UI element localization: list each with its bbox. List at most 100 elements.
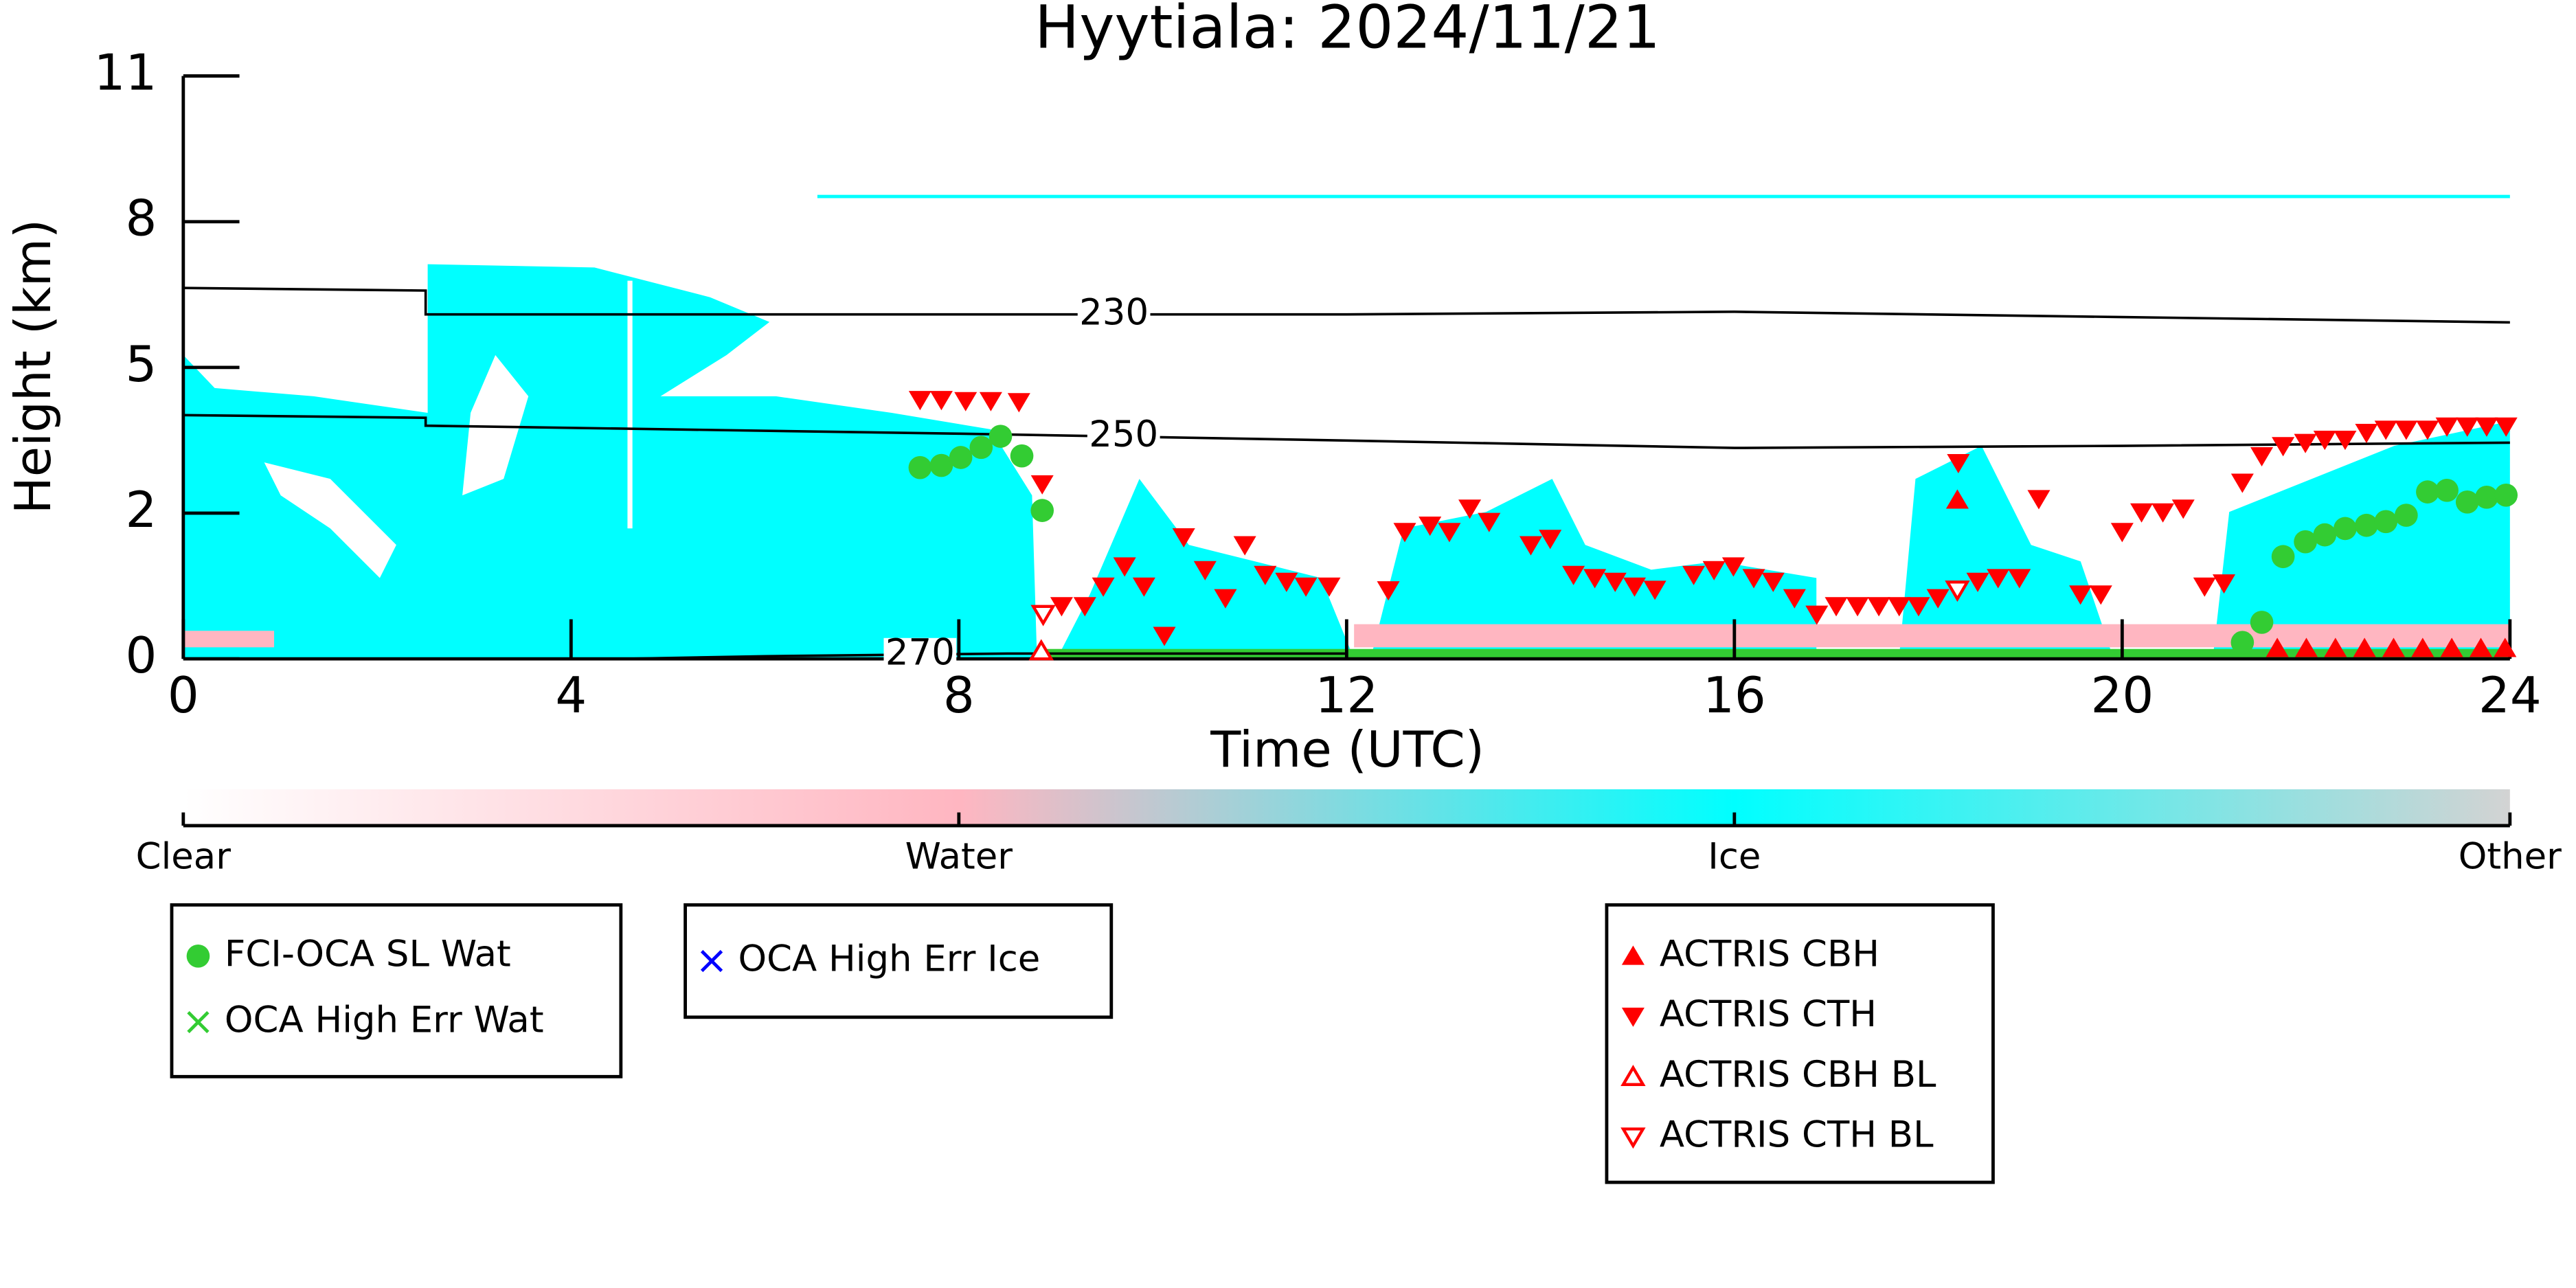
point bbox=[1214, 589, 1237, 609]
point bbox=[954, 392, 978, 411]
point bbox=[1539, 530, 1562, 550]
point bbox=[1620, 1127, 1646, 1149]
point bbox=[186, 945, 210, 968]
y-tick-label: 8 bbox=[125, 190, 157, 248]
point bbox=[2416, 420, 2439, 440]
point bbox=[1643, 580, 1667, 600]
point bbox=[1438, 523, 1461, 543]
point bbox=[1846, 597, 1869, 617]
point bbox=[2294, 433, 2317, 453]
legend-label: ACTRIS CTH bbox=[1660, 993, 1877, 1035]
point bbox=[2230, 631, 2255, 655]
point bbox=[2395, 504, 2418, 527]
point bbox=[2494, 483, 2518, 507]
colorbar-label: Other bbox=[2459, 836, 2562, 878]
point bbox=[2355, 424, 2378, 444]
point bbox=[2355, 513, 2378, 537]
point bbox=[2353, 637, 2376, 657]
point bbox=[1519, 536, 1543, 556]
contour-label-bg bbox=[1077, 297, 1151, 331]
point bbox=[1966, 572, 1989, 592]
point bbox=[2494, 637, 2517, 657]
colorbar-label: Clear bbox=[136, 836, 231, 878]
point bbox=[2469, 637, 2493, 657]
point bbox=[2334, 431, 2357, 451]
point bbox=[1824, 597, 1848, 617]
point bbox=[969, 436, 993, 460]
point bbox=[2212, 574, 2236, 594]
point bbox=[2230, 473, 2254, 493]
point bbox=[1092, 577, 1115, 597]
legend-box bbox=[683, 903, 1114, 1019]
legend: ACTRIS CBH ACTRIS CTH ACTRIS CBH BL ACTRIS … bbox=[1605, 903, 1995, 1184]
point bbox=[2250, 611, 2274, 634]
y-tick-label: 11 bbox=[94, 45, 157, 102]
point bbox=[1623, 577, 1647, 597]
contour-label-bg bbox=[883, 637, 957, 671]
point bbox=[2456, 417, 2479, 437]
point bbox=[1702, 561, 1726, 580]
point bbox=[988, 425, 1013, 448]
legend-label: ACTRIS CBH BL bbox=[1660, 1054, 1936, 1096]
point bbox=[949, 446, 973, 469]
contour-label-bg bbox=[1087, 420, 1160, 453]
colorbar-label: Ice bbox=[1708, 836, 1761, 878]
chart-title: Hyytiala: 2024/11/21 bbox=[1035, 0, 1660, 63]
colorbar bbox=[183, 789, 2510, 826]
point bbox=[1682, 565, 1706, 585]
point bbox=[1867, 597, 1890, 617]
point bbox=[1030, 499, 1054, 522]
point bbox=[1030, 475, 1054, 495]
y-axis-label: Height (km) bbox=[5, 219, 63, 515]
point bbox=[2313, 523, 2337, 547]
point bbox=[1030, 605, 1056, 626]
point bbox=[2416, 480, 2439, 504]
point bbox=[2130, 503, 2154, 523]
point bbox=[2334, 517, 2357, 541]
point bbox=[1783, 589, 1806, 609]
point bbox=[1254, 565, 1277, 585]
point bbox=[1805, 605, 1829, 625]
legend-label: OCA High Err Ice bbox=[738, 938, 1041, 980]
contour-label: 230 bbox=[1079, 291, 1149, 333]
x-tick-label: 24 bbox=[2478, 667, 2542, 725]
x-axis-label: Time (UTC) bbox=[1210, 721, 1484, 779]
point bbox=[1132, 577, 1155, 597]
point bbox=[1742, 569, 1765, 589]
point bbox=[1603, 572, 1627, 592]
y-tick-label: 5 bbox=[125, 336, 157, 394]
point bbox=[1050, 597, 1073, 617]
point bbox=[1478, 512, 1501, 532]
point bbox=[1028, 639, 1054, 661]
point bbox=[1010, 444, 1034, 468]
point bbox=[2324, 637, 2347, 657]
point bbox=[1945, 580, 1970, 602]
point bbox=[1583, 569, 1607, 589]
point bbox=[1621, 945, 1645, 965]
point bbox=[2027, 490, 2050, 510]
point bbox=[2455, 490, 2479, 514]
x-tick-label: 0 bbox=[168, 667, 199, 725]
point bbox=[2435, 417, 2459, 437]
point bbox=[1377, 581, 1400, 601]
y-tick-label: 2 bbox=[125, 482, 157, 539]
point bbox=[2294, 637, 2318, 657]
point bbox=[1172, 528, 1195, 548]
legend-label: ACTRIS CBH bbox=[1660, 933, 1879, 975]
point bbox=[2374, 420, 2397, 440]
point bbox=[929, 453, 953, 477]
x-tick-label: 4 bbox=[555, 667, 587, 725]
x-tick-label: 12 bbox=[1315, 667, 1378, 725]
point bbox=[2008, 569, 2031, 589]
point bbox=[1721, 557, 1745, 577]
point bbox=[2374, 510, 2398, 534]
point bbox=[2250, 447, 2274, 467]
point bbox=[187, 1010, 210, 1034]
point bbox=[1073, 597, 1096, 617]
point bbox=[1562, 565, 1585, 585]
point bbox=[1233, 536, 1256, 556]
legend-label: ACTRIS CTH BL bbox=[1660, 1114, 1934, 1156]
point bbox=[1458, 499, 1482, 519]
point bbox=[2475, 417, 2498, 437]
